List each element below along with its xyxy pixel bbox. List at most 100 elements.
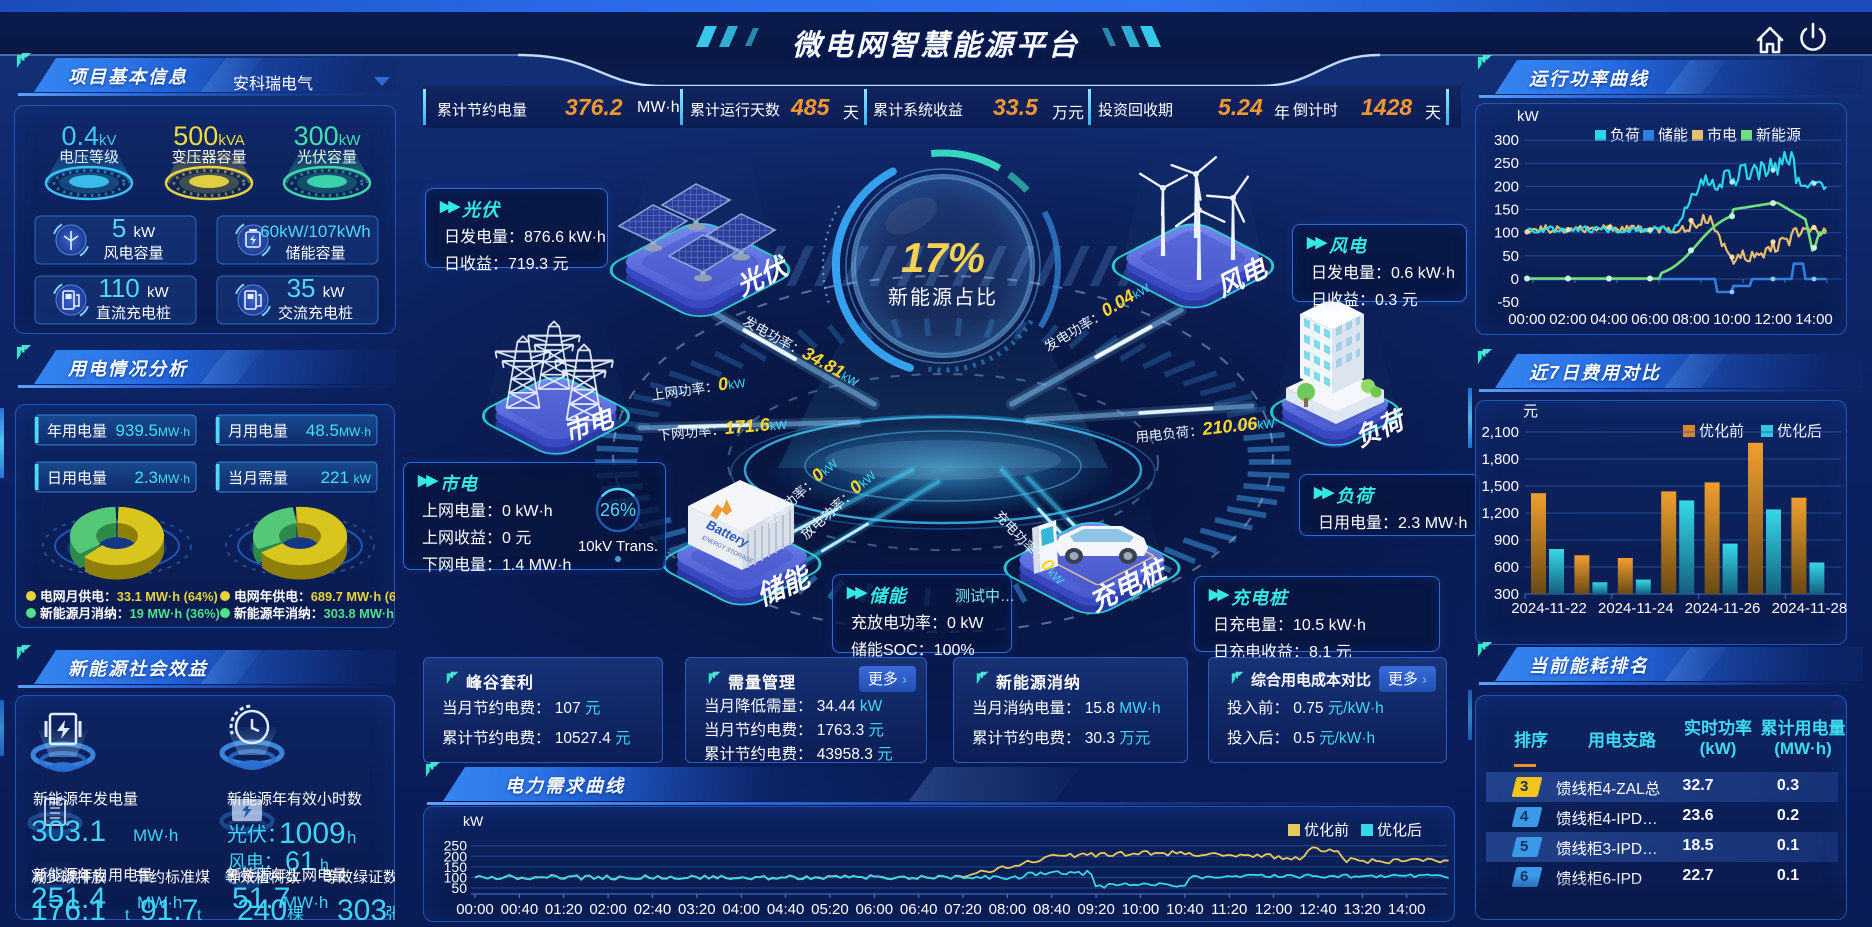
svg-text:MW·h: MW·h bbox=[133, 826, 178, 845]
svg-text:14:00: 14:00 bbox=[1388, 901, 1426, 918]
svg-text:150: 150 bbox=[444, 859, 468, 875]
svg-text:14:00: 14:00 bbox=[1795, 311, 1833, 328]
svg-text:12:40: 12:40 bbox=[1299, 901, 1337, 918]
svg-text:光伏：: 光伏： bbox=[227, 823, 287, 846]
svg-text:风电容量: 风电容量 bbox=[103, 245, 163, 262]
svg-text:51.7: 51.7 bbox=[232, 882, 290, 915]
svg-text:新能源年发电量: 新能源年发电量 bbox=[33, 791, 138, 808]
svg-text:风电：: 风电： bbox=[228, 852, 282, 872]
svg-text:91.7: 91.7 bbox=[140, 894, 198, 920]
svg-text:新能源年消纳：303.8 MW·h (31%: 新能源年消纳：303.8 MW·h (31% bbox=[234, 606, 395, 621]
svg-text:11:20: 11:20 bbox=[1211, 901, 1247, 918]
svg-text:市电: 市电 bbox=[1707, 127, 1737, 144]
svg-text:交流充电桩: 交流充电桩 bbox=[278, 304, 353, 322]
svg-text:2024-11-22: 2024-11-22 bbox=[1511, 600, 1587, 617]
svg-text:1,500: 1,500 bbox=[1481, 478, 1519, 495]
svg-text:150: 150 bbox=[1494, 202, 1519, 219]
svg-text:06:40: 06:40 bbox=[900, 901, 938, 918]
svg-text:2024-11-24: 2024-11-24 bbox=[1598, 600, 1674, 617]
svg-text:新能源年自用电量: 新能源年自用电量 bbox=[33, 867, 153, 884]
svg-text:等效植树数: 等效植树数 bbox=[225, 868, 300, 886]
svg-text:00:00: 00:00 bbox=[1508, 311, 1546, 328]
svg-text:176.1: 176.1 bbox=[31, 894, 106, 920]
svg-text:2024-11-28: 2024-11-28 bbox=[1772, 600, 1847, 617]
svg-text:日用电量: 日用电量 bbox=[47, 470, 107, 487]
svg-text:12:00: 12:00 bbox=[1255, 901, 1293, 918]
svg-text:月用电量: 月用电量 bbox=[228, 423, 288, 440]
svg-text:MW·h: MW·h bbox=[137, 893, 182, 912]
svg-text:10:00: 10:00 bbox=[1713, 311, 1751, 328]
svg-text:10:00: 10:00 bbox=[1122, 901, 1160, 918]
svg-text:2.3MW·h: 2.3MW·h bbox=[134, 468, 190, 487]
svg-text:1009: 1009 bbox=[279, 817, 346, 850]
svg-text:07:20: 07:20 bbox=[944, 901, 982, 918]
svg-text:新能源年有效小时数: 新能源年有效小时数 bbox=[227, 791, 362, 808]
svg-text:303: 303 bbox=[337, 894, 387, 920]
svg-text:13:20: 13:20 bbox=[1344, 901, 1382, 918]
svg-text:08:00: 08:00 bbox=[989, 901, 1027, 918]
svg-text:100: 100 bbox=[1494, 225, 1519, 242]
svg-text:35 kW: 35 kW bbox=[287, 273, 346, 303]
svg-text:48.5MW·h: 48.5MW·h bbox=[306, 421, 371, 440]
svg-text:01:20: 01:20 bbox=[545, 901, 583, 918]
svg-text:h: h bbox=[320, 857, 329, 874]
svg-text:303.1: 303.1 bbox=[31, 815, 106, 848]
svg-text:kW: kW bbox=[1517, 108, 1540, 125]
svg-text:02:40: 02:40 bbox=[634, 901, 672, 918]
svg-text:张: 张 bbox=[385, 905, 395, 920]
svg-text:04:40: 04:40 bbox=[767, 901, 805, 918]
svg-text:300: 300 bbox=[1494, 132, 1519, 149]
svg-text:200: 200 bbox=[444, 848, 468, 864]
svg-text:02:00: 02:00 bbox=[1549, 311, 1587, 328]
svg-text:年用电量: 年用电量 bbox=[47, 423, 107, 440]
svg-text:2024-11-26: 2024-11-26 bbox=[1685, 600, 1761, 617]
svg-text:221 kW: 221 kW bbox=[321, 468, 372, 487]
svg-text:03:20: 03:20 bbox=[678, 901, 716, 918]
svg-text:0: 0 bbox=[1511, 271, 1519, 288]
svg-text:优化前: 优化前 bbox=[1304, 822, 1349, 839]
svg-text:61: 61 bbox=[285, 846, 315, 876]
svg-text:t: t bbox=[197, 907, 202, 920]
svg-text:05:20: 05:20 bbox=[811, 901, 849, 918]
svg-text:17%: 17% bbox=[901, 234, 985, 281]
svg-text:500kVA: 500kVA bbox=[173, 121, 244, 151]
svg-text:新能源年上网电量: 新能源年上网电量 bbox=[227, 867, 347, 884]
svg-text:h: h bbox=[347, 828, 356, 847]
svg-text:250: 250 bbox=[444, 838, 468, 854]
svg-text:06:00: 06:00 bbox=[856, 901, 894, 918]
svg-text:0.4kV: 0.4kV bbox=[61, 121, 116, 151]
svg-text:节约标准煤: 节约标准煤 bbox=[135, 869, 210, 886]
svg-text:300kW: 300kW bbox=[294, 121, 362, 151]
svg-text:100: 100 bbox=[444, 869, 468, 885]
svg-text:10:40: 10:40 bbox=[1166, 901, 1204, 918]
svg-text:240: 240 bbox=[237, 894, 287, 920]
svg-text:等效绿证数: 等效绿证数 bbox=[323, 868, 395, 886]
svg-text:250: 250 bbox=[1494, 155, 1519, 172]
svg-text:50: 50 bbox=[451, 880, 467, 896]
svg-text:04:00: 04:00 bbox=[722, 901, 760, 918]
svg-text:900: 900 bbox=[1494, 532, 1519, 549]
svg-text:50: 50 bbox=[1502, 248, 1519, 265]
svg-text:1,200: 1,200 bbox=[1481, 505, 1519, 522]
svg-text:棵: 棵 bbox=[287, 905, 304, 920]
svg-text:2,100: 2,100 bbox=[1481, 424, 1519, 441]
svg-text:当月需量: 当月需量 bbox=[228, 470, 288, 487]
svg-text:00:40: 00:40 bbox=[501, 901, 539, 918]
svg-text:10kV Trans.: 10kV Trans. bbox=[578, 538, 658, 555]
svg-text:939.5MW·h: 939.5MW·h bbox=[115, 421, 190, 440]
svg-text:新能源月消纳：19 MW·h (36%): 新能源月消纳：19 MW·h (36%) bbox=[40, 606, 220, 621]
svg-text:上网功率：0kW: 上网功率：0kW bbox=[650, 371, 747, 404]
svg-text:MW·h: MW·h bbox=[283, 893, 328, 912]
svg-text:251.4: 251.4 bbox=[31, 882, 106, 915]
svg-text:t: t bbox=[125, 907, 130, 920]
svg-text:26%: 26% bbox=[600, 500, 636, 520]
svg-text:储能: 储能 bbox=[1658, 127, 1688, 144]
svg-text:负荷: 负荷 bbox=[1610, 127, 1640, 144]
svg-text:00:00: 00:00 bbox=[456, 901, 494, 918]
svg-text:02:00: 02:00 bbox=[589, 901, 627, 918]
svg-text:08:40: 08:40 bbox=[1033, 901, 1071, 918]
svg-text:储能容量: 储能容量 bbox=[285, 245, 345, 262]
svg-text:1,800: 1,800 bbox=[1481, 451, 1519, 468]
svg-text:直流充电桩: 直流充电桩 bbox=[96, 305, 171, 322]
svg-text:新能源占比: 新能源占比 bbox=[888, 286, 998, 309]
